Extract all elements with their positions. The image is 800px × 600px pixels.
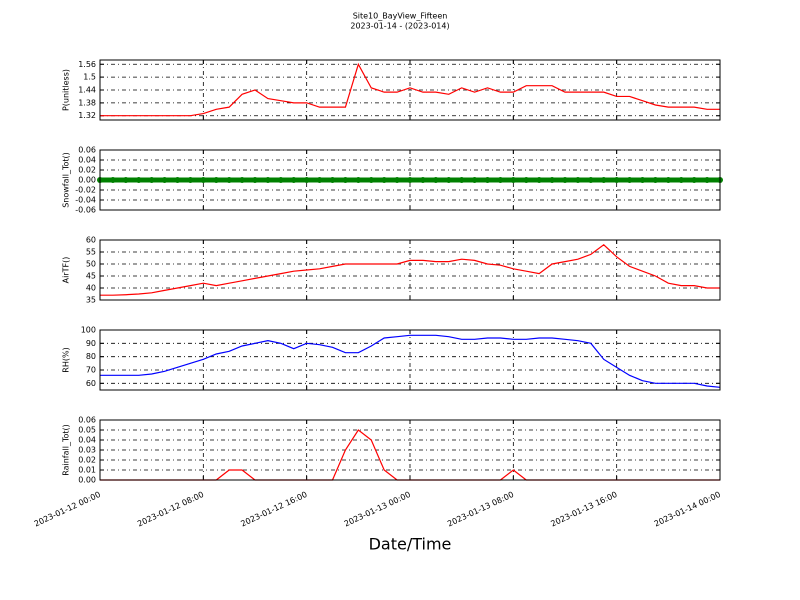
y-tick-label: 1.56 [78, 60, 96, 69]
figure-title: Site10_BayView_Fifteen [353, 12, 448, 21]
y-tick-label: 0.04 [78, 156, 96, 165]
y-tick-label: 0.06 [78, 146, 96, 155]
y-tick-label: 0.03 [78, 446, 96, 455]
plot-frame [99, 329, 721, 391]
plot-frame [99, 419, 721, 481]
y-tick-label: -0.02 [75, 186, 96, 195]
data-line [100, 334, 721, 388]
plot-frame [99, 149, 721, 211]
y-tick-label: 100 [81, 326, 96, 335]
y-tick-label: 60 [86, 379, 96, 388]
y-axis-label: P(unitless) [62, 69, 71, 111]
figure-subtitle: 2023-01-14 - (2023-014) [350, 22, 449, 31]
y-tick-label: -0.04 [75, 196, 96, 205]
y-tick-label: 0.04 [78, 436, 96, 445]
y-tick-label: 35 [86, 296, 96, 305]
y-tick-label: 80 [86, 352, 96, 361]
y-tick-label: 40 [86, 284, 96, 293]
y-tick-label: 90 [86, 339, 96, 348]
plot-frame [99, 59, 721, 121]
y-tick-label: 70 [86, 366, 96, 375]
y-tick-label: 0.02 [78, 166, 96, 175]
y-tick-label: 45 [86, 272, 96, 281]
y-tick-label: 1.44 [78, 86, 96, 95]
y-tick-label: 0.00 [78, 176, 96, 185]
y-tick-label: 1.38 [78, 98, 96, 107]
y-tick-label: 55 [86, 248, 96, 257]
plot-frame [99, 239, 721, 301]
y-tick-label: 0.05 [78, 426, 96, 435]
y-tick-label: 50 [86, 260, 96, 269]
y-tick-label: 1.32 [78, 111, 96, 120]
y-axis-label: Snowfall_Tot() [62, 152, 71, 208]
y-tick-label: 0.02 [78, 456, 96, 465]
data-line [100, 244, 720, 296]
y-tick-label: 0.01 [78, 466, 96, 475]
x-axis-label: Date/Time [369, 535, 452, 554]
y-tick-label: -0.06 [75, 206, 96, 215]
y-axis-label: Rainfall_Tot() [62, 424, 71, 476]
y-tick-label: 60 [86, 236, 96, 245]
y-tick-label: 0.06 [78, 416, 96, 425]
data-line [100, 62, 720, 117]
y-tick-label: 0.00 [78, 476, 96, 485]
y-tick-label: 1.5 [83, 73, 96, 82]
y-axis-label: AirTF() [62, 257, 71, 284]
y-axis-label: RH(%) [62, 347, 71, 372]
